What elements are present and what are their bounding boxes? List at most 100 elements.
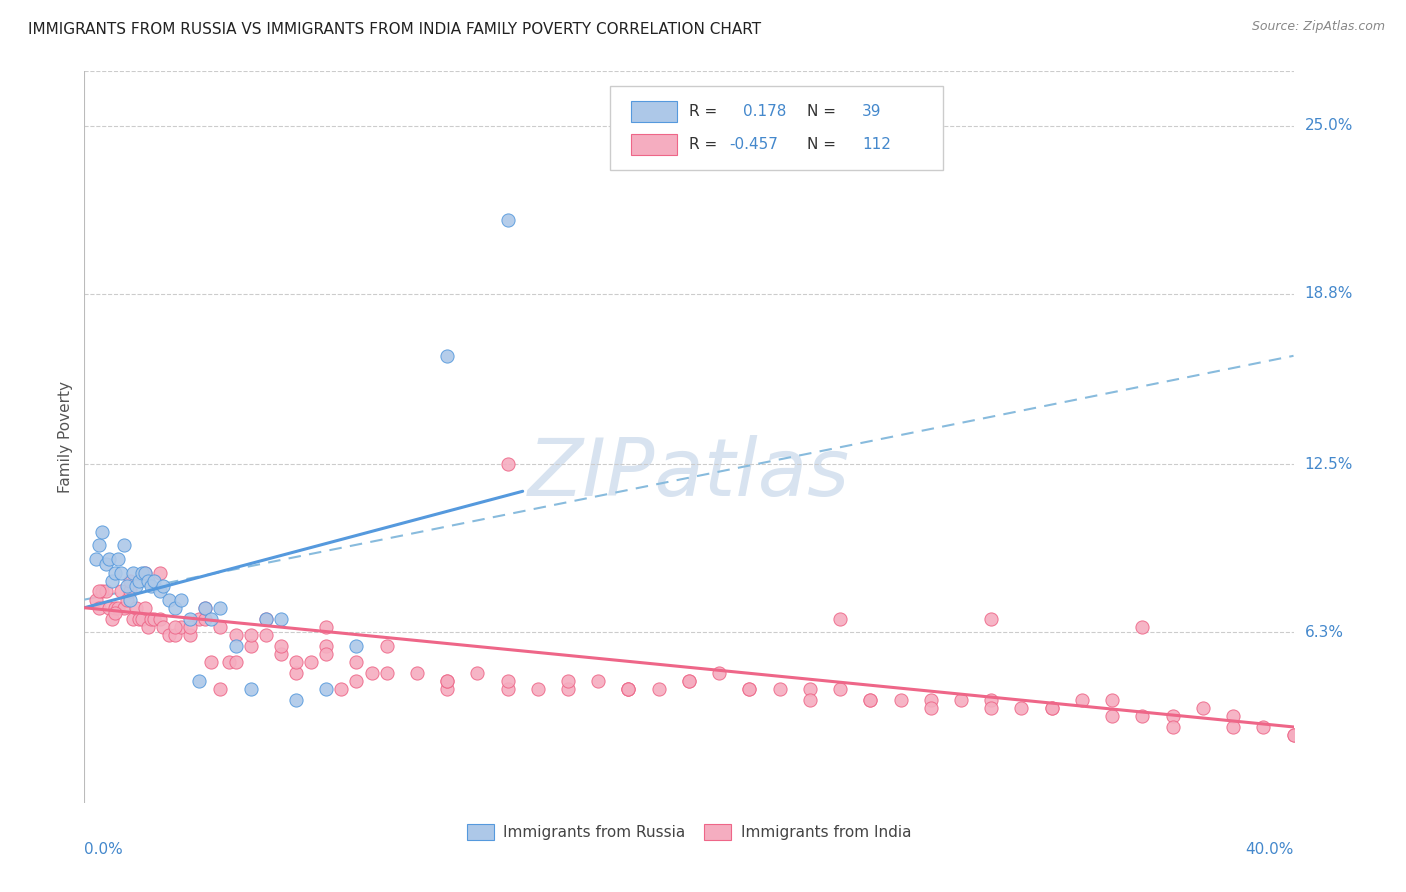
Point: [134, 566, 156, 580]
Point: [100, 574, 122, 588]
Point: [1282, 728, 1305, 742]
Point: [1130, 620, 1153, 634]
Text: 39: 39: [862, 104, 882, 120]
Text: 18.8%: 18.8%: [1305, 286, 1353, 301]
Point: [769, 681, 792, 696]
Point: [709, 665, 731, 680]
Point: [496, 673, 519, 688]
Point: [91, 584, 114, 599]
Point: [859, 693, 882, 707]
Point: [1130, 709, 1153, 723]
Point: [980, 701, 1002, 715]
Point: [112, 600, 135, 615]
FancyBboxPatch shape: [610, 86, 943, 170]
Point: [170, 592, 193, 607]
Point: [799, 693, 821, 707]
Point: [110, 566, 132, 580]
Point: [209, 620, 232, 634]
Point: [330, 681, 353, 696]
Point: [1253, 720, 1275, 734]
Point: [97, 552, 120, 566]
Text: -0.457: -0.457: [728, 137, 778, 152]
Point: [179, 611, 201, 625]
Point: [1040, 701, 1063, 715]
Point: [980, 611, 1002, 625]
Point: [118, 584, 141, 599]
Text: R =: R =: [689, 137, 717, 152]
Point: [617, 681, 640, 696]
Point: [115, 592, 138, 607]
Point: [375, 665, 398, 680]
Point: [128, 611, 150, 625]
Point: [149, 611, 172, 625]
Text: 12.5%: 12.5%: [1305, 457, 1353, 472]
Legend: Immigrants from Russia, Immigrants from India: Immigrants from Russia, Immigrants from …: [461, 818, 917, 847]
Point: [436, 349, 458, 363]
Point: [107, 600, 129, 615]
Point: [285, 693, 308, 707]
Text: N =: N =: [807, 104, 837, 120]
Point: [648, 681, 671, 696]
Point: [179, 628, 201, 642]
Point: [617, 681, 640, 696]
Y-axis label: Family Poverty: Family Poverty: [58, 381, 73, 493]
Point: [678, 673, 700, 688]
Point: [200, 655, 222, 669]
Point: [496, 681, 519, 696]
Point: [299, 655, 322, 669]
Point: [239, 639, 262, 653]
Text: N =: N =: [807, 137, 837, 152]
Point: [107, 552, 129, 566]
Point: [346, 639, 368, 653]
Point: [136, 574, 159, 588]
Bar: [631, 102, 676, 122]
Point: [209, 681, 232, 696]
Point: [375, 639, 398, 653]
Point: [134, 566, 156, 580]
Text: 6.3%: 6.3%: [1305, 624, 1344, 640]
Point: [285, 665, 308, 680]
Point: [179, 620, 201, 634]
Point: [131, 611, 153, 625]
Point: [436, 673, 458, 688]
Point: [1282, 728, 1305, 742]
Point: [86, 552, 108, 566]
Text: ZIPatlas: ZIPatlas: [527, 434, 851, 513]
Point: [588, 673, 610, 688]
Point: [346, 655, 368, 669]
Point: [194, 600, 217, 615]
Point: [859, 693, 882, 707]
Text: R =: R =: [689, 104, 717, 120]
Point: [200, 611, 222, 625]
Point: [188, 611, 211, 625]
Point: [139, 579, 162, 593]
Point: [406, 665, 429, 680]
Point: [89, 584, 111, 599]
Point: [157, 628, 180, 642]
Point: [254, 611, 277, 625]
Text: 25.0%: 25.0%: [1305, 118, 1353, 133]
Point: [209, 600, 232, 615]
Point: [104, 606, 127, 620]
Point: [738, 681, 761, 696]
Point: [121, 566, 143, 580]
Text: 0.0%: 0.0%: [84, 842, 124, 856]
Point: [152, 620, 174, 634]
Point: [738, 681, 761, 696]
Point: [128, 574, 150, 588]
Point: [270, 611, 292, 625]
Point: [1161, 709, 1184, 723]
Point: [110, 584, 132, 599]
Point: [149, 566, 172, 580]
Point: [94, 584, 117, 599]
Point: [557, 673, 579, 688]
Point: [496, 213, 519, 227]
Point: [1101, 709, 1123, 723]
Point: [112, 538, 135, 552]
Point: [678, 673, 700, 688]
Point: [194, 600, 217, 615]
Text: Source: ZipAtlas.com: Source: ZipAtlas.com: [1251, 20, 1385, 33]
Point: [239, 628, 262, 642]
Point: [950, 693, 973, 707]
Point: [920, 693, 942, 707]
